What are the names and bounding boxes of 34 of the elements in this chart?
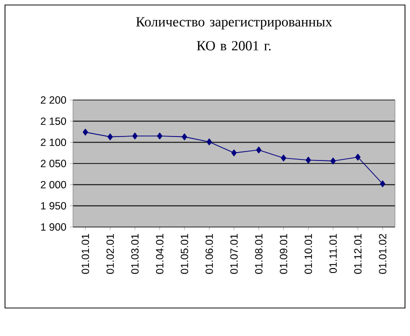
- point: [280, 154, 286, 162]
- y-tick-label: 2 200: [40, 96, 66, 104]
- point: [206, 138, 212, 146]
- x-tick-label: 01.02.01: [106, 234, 114, 274]
- y-tick-label: 1 950: [41, 202, 66, 210]
- point: [157, 132, 162, 140]
- x-tick-label: 01.05.01: [180, 234, 188, 274]
- point: [182, 133, 188, 140]
- x-tick-label: 01.12.01: [354, 234, 362, 274]
- y-tick-label: 1 900: [41, 223, 66, 231]
- x-tick-label: 01.01.01: [82, 234, 90, 274]
- x-tick-label: 01.04.01: [156, 234, 164, 274]
- point: [132, 132, 138, 140]
- x-tick-label: 01.01.02: [378, 234, 386, 274]
- x-tick-label: 01.10.01: [304, 234, 312, 274]
- y-tick-label: 2 000: [40, 180, 66, 188]
- y-tick-label: 2 050: [40, 160, 66, 168]
- point: [108, 133, 113, 140]
- point: [231, 150, 237, 156]
- point: [380, 180, 386, 188]
- point: [330, 158, 336, 164]
- point: [82, 128, 88, 136]
- y-tick-label: 2 150: [40, 117, 66, 125]
- y-tick-label: 2 100: [40, 138, 66, 146]
- point: [256, 146, 262, 154]
- x-tick-label: 01.07.01: [230, 234, 238, 274]
- chart-title: Количество зарегистрированных КО в 2001 г.: [136, 17, 332, 51]
- x-tick-label: 01.09.01: [280, 234, 288, 274]
- point: [306, 156, 311, 164]
- x-tick-label: 01.11.01: [329, 234, 337, 274]
- x-tick-label: 01.06.01: [206, 234, 213, 274]
- point: [355, 154, 360, 161]
- x-tick-label: 01.08.01: [255, 234, 262, 274]
- x-tick-label: 01.03.01: [131, 234, 139, 274]
